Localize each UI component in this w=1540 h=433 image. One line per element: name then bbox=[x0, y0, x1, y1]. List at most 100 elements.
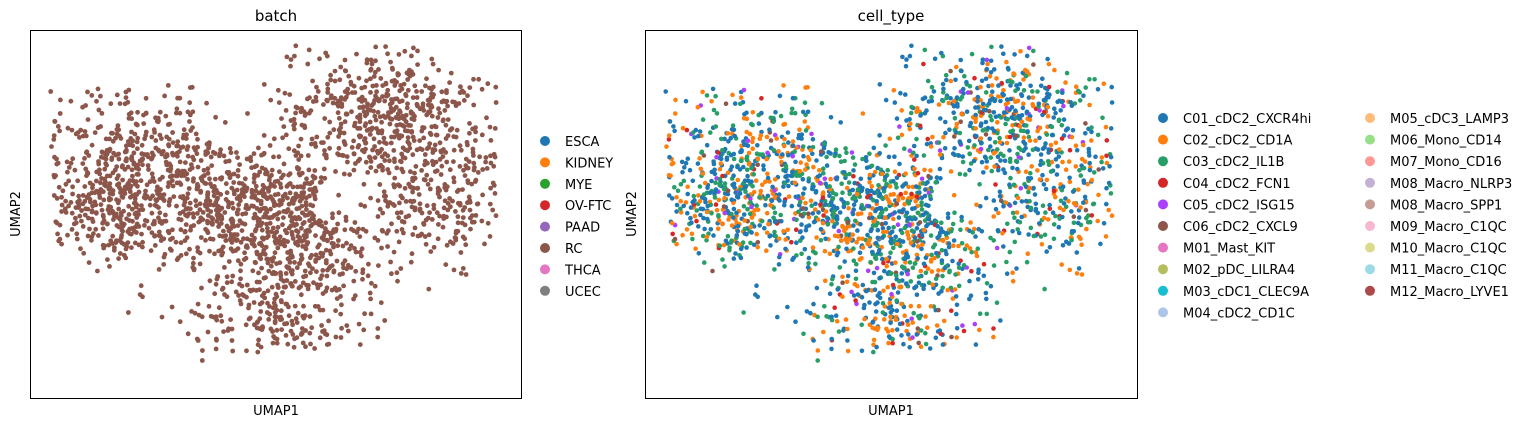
scatter-point bbox=[439, 163, 445, 169]
scatter-point bbox=[299, 256, 305, 261]
scatter-point bbox=[279, 327, 284, 332]
scatter-point bbox=[1053, 140, 1059, 146]
scatter-point bbox=[372, 69, 378, 75]
legend-entry: M02_pDC_LILRA4 bbox=[1158, 263, 1295, 278]
scatter-point bbox=[1009, 104, 1015, 110]
scatter-point bbox=[980, 101, 986, 107]
scatter-point bbox=[331, 244, 336, 250]
scatter-point bbox=[266, 317, 272, 322]
scatter-point bbox=[909, 43, 914, 49]
scatter-point bbox=[193, 198, 199, 204]
scatter-point bbox=[467, 85, 473, 90]
scatter-point bbox=[740, 240, 746, 245]
scatter-point bbox=[259, 265, 264, 271]
scatter-point bbox=[914, 194, 920, 200]
scatter-point bbox=[286, 201, 292, 207]
scatter-point bbox=[106, 195, 112, 201]
scatter-point bbox=[1104, 160, 1110, 166]
scatter-point bbox=[832, 305, 837, 311]
scatter-point bbox=[893, 260, 898, 266]
scatter-point bbox=[166, 199, 172, 205]
scatter-point bbox=[745, 206, 750, 212]
scatter-point bbox=[258, 344, 264, 350]
scatter-point bbox=[479, 86, 485, 92]
scatter-point bbox=[258, 223, 263, 228]
scatter-point bbox=[235, 173, 241, 179]
scatter-point bbox=[732, 101, 738, 106]
scatter-point bbox=[405, 87, 411, 93]
scatter-point bbox=[873, 256, 879, 262]
scatter-point bbox=[275, 282, 280, 288]
scatter-point bbox=[981, 107, 987, 113]
scatter-point bbox=[289, 216, 295, 222]
scatter-point bbox=[395, 182, 401, 188]
scatter-point bbox=[828, 115, 834, 120]
scatter-point bbox=[335, 110, 341, 116]
scatter-point bbox=[236, 293, 242, 298]
scatter-point bbox=[341, 130, 347, 136]
scatter-point bbox=[465, 93, 470, 99]
scatter-point bbox=[458, 84, 463, 90]
scatter-point bbox=[985, 61, 990, 67]
scatter-point bbox=[1068, 100, 1073, 105]
scatter-point bbox=[215, 210, 221, 216]
scatter-point bbox=[59, 202, 65, 208]
scatter-point bbox=[284, 184, 290, 189]
scatter-point bbox=[423, 241, 429, 247]
scatter-point bbox=[909, 191, 914, 197]
scatter-point bbox=[59, 209, 64, 214]
scatter-point bbox=[840, 190, 845, 195]
scatter-point bbox=[349, 145, 355, 150]
x-axis-label: UMAP1 bbox=[868, 404, 914, 419]
scatter-point bbox=[363, 228, 369, 234]
scatter-point bbox=[803, 167, 808, 172]
scatter-point bbox=[690, 236, 695, 242]
legend-marker bbox=[1158, 242, 1168, 253]
scatter-point bbox=[957, 139, 963, 144]
scatter-point bbox=[760, 182, 765, 188]
scatter-point bbox=[888, 231, 893, 236]
scatter-point bbox=[1028, 225, 1034, 231]
scatter-point bbox=[890, 328, 895, 333]
scatter-point bbox=[436, 222, 441, 227]
scatter-point bbox=[845, 273, 851, 279]
scatter-point bbox=[135, 183, 140, 189]
scatter-point bbox=[157, 109, 163, 115]
scatter-point bbox=[428, 249, 434, 255]
scatter-point bbox=[370, 83, 376, 89]
scatter-point bbox=[235, 246, 241, 252]
legend-label: M11_Macro_C1QC bbox=[1390, 263, 1507, 278]
legend-label: C04_cDC2_FCN1 bbox=[1183, 177, 1291, 192]
scatter-point bbox=[849, 289, 854, 295]
scatter-point bbox=[77, 135, 82, 140]
scatter-point bbox=[191, 255, 196, 261]
scatter-point bbox=[205, 213, 211, 218]
scatter-point bbox=[703, 199, 708, 205]
scatter-point bbox=[451, 267, 457, 273]
scatter-point bbox=[923, 314, 928, 319]
scatter-point bbox=[294, 265, 300, 271]
scatter-point bbox=[865, 241, 870, 246]
scatter-point bbox=[951, 110, 956, 115]
scatter-point bbox=[1106, 207, 1111, 213]
scatter-point bbox=[273, 291, 279, 297]
scatter-point bbox=[136, 172, 141, 177]
scatter-point bbox=[327, 130, 333, 136]
scatter-point bbox=[871, 342, 876, 348]
scatter-point bbox=[116, 256, 121, 261]
scatter-point bbox=[262, 295, 268, 301]
scatter-point bbox=[341, 283, 346, 289]
scatter-point bbox=[724, 155, 730, 161]
legend-label: KIDNEY bbox=[565, 156, 613, 171]
scatter-point bbox=[384, 91, 390, 97]
scatter-point bbox=[103, 161, 109, 166]
scatter-point bbox=[175, 139, 181, 145]
scatter-point bbox=[1012, 215, 1017, 220]
scatter-point bbox=[1104, 138, 1110, 143]
scatter-point bbox=[174, 169, 180, 175]
scatter-point bbox=[443, 136, 449, 141]
scatter-point bbox=[915, 256, 920, 261]
scatter-point bbox=[392, 159, 397, 165]
scatter-point bbox=[951, 192, 957, 198]
scatter-point bbox=[63, 210, 69, 215]
